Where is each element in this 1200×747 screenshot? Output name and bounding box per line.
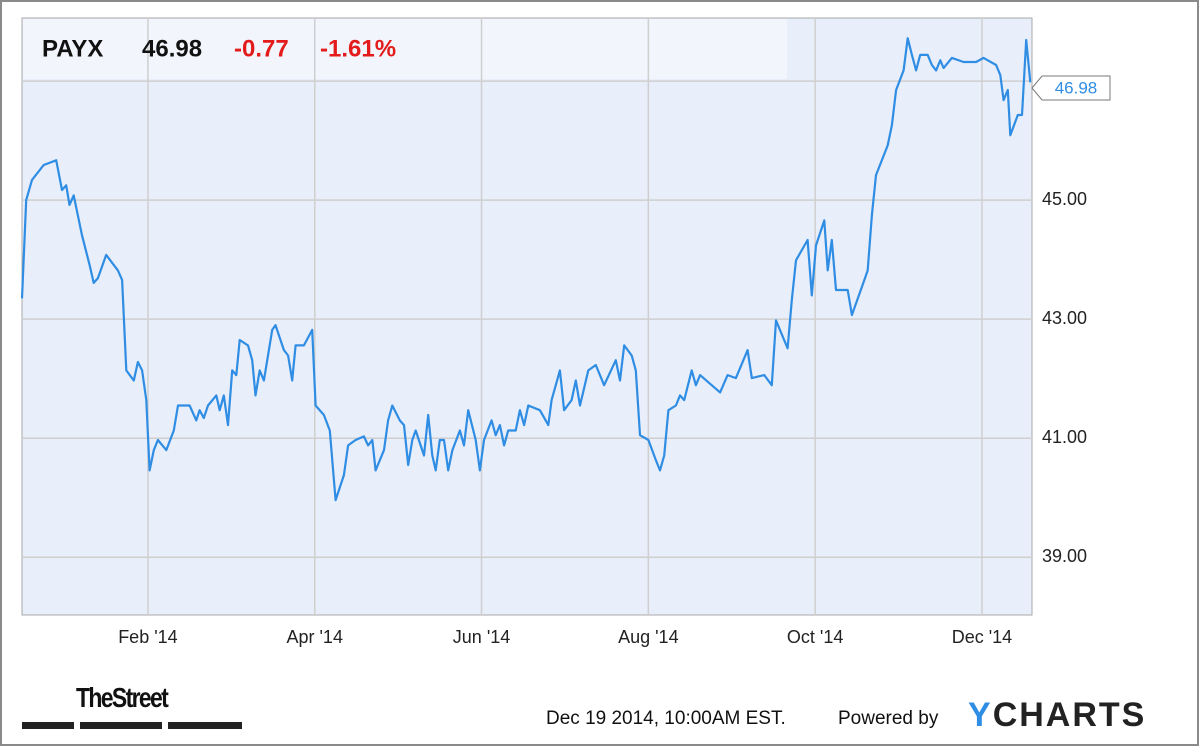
header-band [23, 19, 787, 79]
change-pct: -1.61% [320, 35, 396, 62]
change: -0.77 [234, 35, 289, 62]
powered-by: Powered by [838, 708, 939, 729]
y-tick-label: 39.00 [1042, 546, 1087, 566]
y-tick-label: 45.00 [1042, 189, 1087, 209]
y-tick-label: 43.00 [1042, 308, 1087, 328]
price-line [20, 37, 1032, 502]
x-tick-label: Oct '14 [787, 627, 843, 647]
brand-logo: YCHARTS [968, 696, 1147, 734]
ticker: PAYX [42, 35, 103, 62]
source-logo: TheStreet [76, 682, 169, 713]
x-tick-label: Dec '14 [952, 627, 1012, 647]
y-tick-label: 41.00 [1042, 427, 1087, 447]
x-tick-label: Aug '14 [618, 627, 679, 647]
logo-bar [168, 722, 242, 729]
price: 46.98 [142, 35, 202, 62]
x-tick-label: Apr '14 [286, 627, 342, 647]
last-price-flag: 46.98 [1031, 75, 1111, 101]
timestamp: Dec 19 2014, 10:00AM EST. [546, 708, 786, 729]
x-tick-label: Feb '14 [118, 627, 177, 647]
flag-box [1031, 75, 1111, 101]
logo-bar [80, 722, 162, 729]
x-tick-label: Jun '14 [453, 627, 510, 647]
logo-bar [22, 722, 74, 729]
last-price-label: 46.98 [1055, 78, 1098, 97]
plot-area [21, 17, 1033, 616]
